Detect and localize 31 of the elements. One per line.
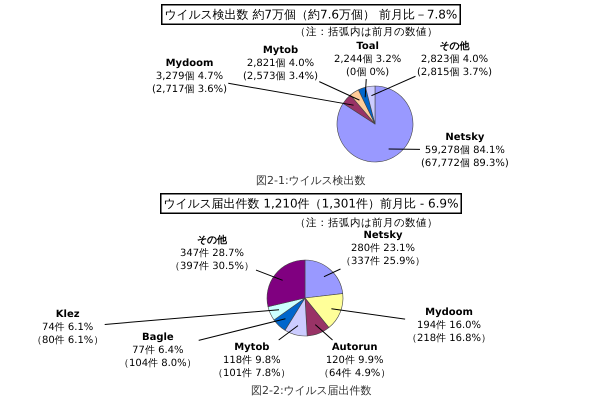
slice-label: Toal <box>356 41 379 52</box>
slice-label: その他 <box>197 234 228 246</box>
slice-label: Netsky <box>445 132 485 143</box>
data-label: 118件 9.8% （101件 7.8%） <box>213 355 291 379</box>
pie-slice <box>336 86 414 162</box>
chart-title: ウイルス届出件数 1,210件（1,301件）前月比 - 6.9% <box>164 196 458 210</box>
chart-title: ウイルス検出数 約7万個（約7.6万個） 前月比－7.8% <box>164 8 458 22</box>
slice-label: Netsky <box>363 230 404 241</box>
data-label: 2,244個 3.2% (0個 0%) <box>334 54 402 78</box>
slice-label: Autorun <box>332 342 378 353</box>
chart-subtitle: （注：括弧内は前月の数値） <box>295 216 438 229</box>
caption: 図2-2:ウイルス届出件数 <box>251 384 372 397</box>
slice-label: Klez <box>56 309 80 320</box>
data-label: 59,278個 84.1% (67,772個 89.3%) <box>421 145 509 169</box>
data-label: 2,821個 4.0% (2,573個 3.4%) <box>243 58 318 82</box>
data-label: 77件 6.4% （104件 8.0%） <box>119 345 197 369</box>
data-label: 194件 16.0% （218件 16.8%） <box>407 320 492 344</box>
slice-label: その他 <box>440 40 471 52</box>
chart-subtitle: （注：括弧内は前月の数値） <box>295 25 438 38</box>
caption: 図2-1:ウイルス検出数 <box>256 174 366 187</box>
slice-label: Mytob <box>234 342 270 353</box>
data-label: 2,823個 4.0% (2,815個 3.7%) <box>417 54 492 78</box>
data-label: 74件 6.1% （80件 6.1%） <box>32 322 104 346</box>
data-label: 120件 9.9% （64件 4.9%） <box>319 355 390 379</box>
slice-label: Mydoom <box>166 58 214 69</box>
slice-label: Mydoom <box>425 307 473 318</box>
data-label: 280件 23.1% （337件 25.9%） <box>341 243 426 267</box>
data-label: 3,279個 4.7% (2,717個 3.6%) <box>152 71 228 95</box>
data-label: 347件 28.7% （397件 30.5%） <box>170 248 254 272</box>
slice-label: Mytob <box>262 45 298 56</box>
slice-label: Bagle <box>142 332 174 343</box>
